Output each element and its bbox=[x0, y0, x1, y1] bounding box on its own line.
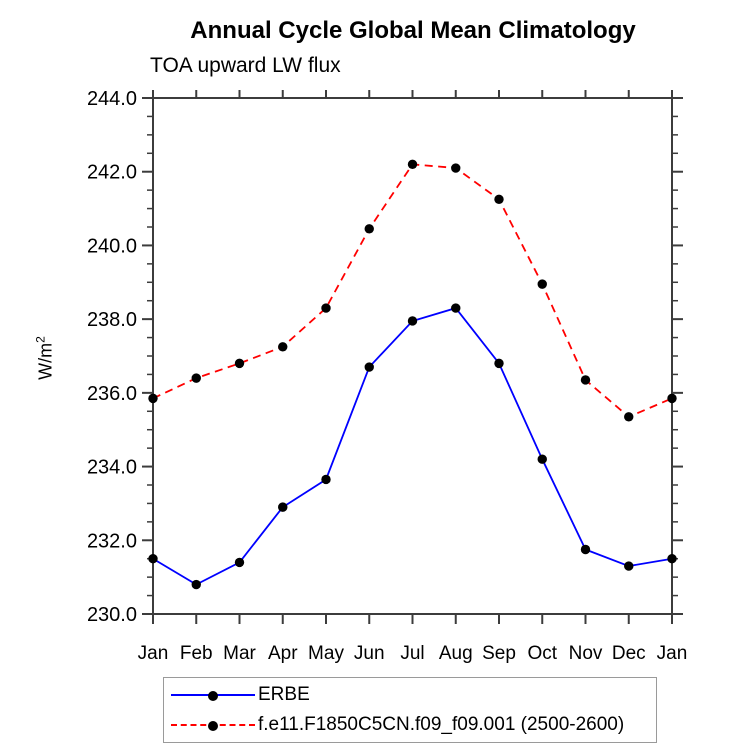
data-point bbox=[407, 316, 418, 326]
data-point bbox=[451, 163, 461, 173]
legend-line-sample-solid bbox=[171, 691, 255, 701]
x-tick-label: Jun bbox=[354, 643, 385, 664]
x-tick-label: Jan bbox=[657, 643, 688, 664]
data-point bbox=[278, 342, 288, 352]
series-line-1 bbox=[152, 163, 673, 418]
y-tick-label: 242.0 bbox=[87, 162, 137, 184]
y-tick-label: 234.0 bbox=[87, 457, 137, 479]
data-point bbox=[537, 279, 547, 289]
data-point bbox=[191, 373, 201, 383]
y-tick-label: 244.0 bbox=[87, 88, 137, 110]
x-tick-label: Sep bbox=[482, 643, 516, 664]
data-point bbox=[494, 358, 504, 369]
data-point bbox=[580, 544, 591, 555]
legend-box: ERBE f.e11.F1850C5CN.f09_f09.001 (2500-2… bbox=[163, 677, 657, 743]
x-tick-label: Jan bbox=[138, 643, 169, 664]
data-point bbox=[234, 358, 245, 369]
data-point bbox=[364, 362, 374, 372]
y-tick-label: 230.0 bbox=[87, 604, 137, 626]
legend-marker-dot bbox=[208, 691, 218, 701]
y-tick-label: 236.0 bbox=[87, 383, 137, 405]
data-point bbox=[148, 393, 158, 404]
legend-marker-dot bbox=[208, 721, 218, 731]
data-point bbox=[234, 557, 245, 568]
data-point bbox=[537, 454, 547, 464]
data-point bbox=[580, 375, 591, 385]
y-tick-label: 238.0 bbox=[87, 309, 137, 331]
data-point bbox=[148, 554, 158, 564]
data-point bbox=[667, 393, 677, 404]
data-point bbox=[451, 303, 461, 313]
legend-label-model: f.e11.F1850C5CN.f09_f09.001 (2500-2600) bbox=[258, 714, 625, 735]
legend-line-sample-dashed bbox=[171, 721, 255, 731]
data-point bbox=[667, 554, 677, 564]
x-tick-label: Dec bbox=[612, 643, 646, 664]
data-point bbox=[278, 502, 288, 512]
x-tick-label: Jul bbox=[400, 643, 424, 664]
legend-item-model: f.e11.F1850C5CN.f09_f09.001 (2500-2600) bbox=[164, 712, 656, 738]
y-tick-label: 232.0 bbox=[87, 530, 137, 552]
data-point bbox=[624, 412, 634, 422]
x-tick-label: May bbox=[308, 643, 344, 664]
legend-label-erbe: ERBE bbox=[258, 684, 310, 705]
chart-title: Annual Cycle Global Mean Climatology bbox=[190, 17, 636, 44]
data-point bbox=[494, 194, 504, 205]
data-point bbox=[191, 579, 201, 590]
data-point bbox=[321, 474, 331, 485]
y-tick-label: 240.0 bbox=[87, 235, 137, 257]
x-tick-label: Apr bbox=[268, 643, 298, 664]
series-line-0 bbox=[152, 307, 673, 586]
x-tick-label: Nov bbox=[569, 643, 603, 664]
x-tick-label: Mar bbox=[223, 643, 256, 664]
chart-subtitle: TOA upward LW flux bbox=[150, 54, 341, 77]
legend-item-erbe: ERBE bbox=[164, 682, 656, 708]
data-point bbox=[321, 303, 331, 313]
x-tick-label: Aug bbox=[439, 643, 473, 664]
plot-frame bbox=[152, 97, 673, 615]
x-tick-label: Oct bbox=[527, 643, 557, 664]
data-point bbox=[364, 224, 374, 234]
x-tick-label: Feb bbox=[180, 643, 213, 664]
data-point bbox=[624, 561, 634, 571]
data-point bbox=[407, 159, 418, 170]
